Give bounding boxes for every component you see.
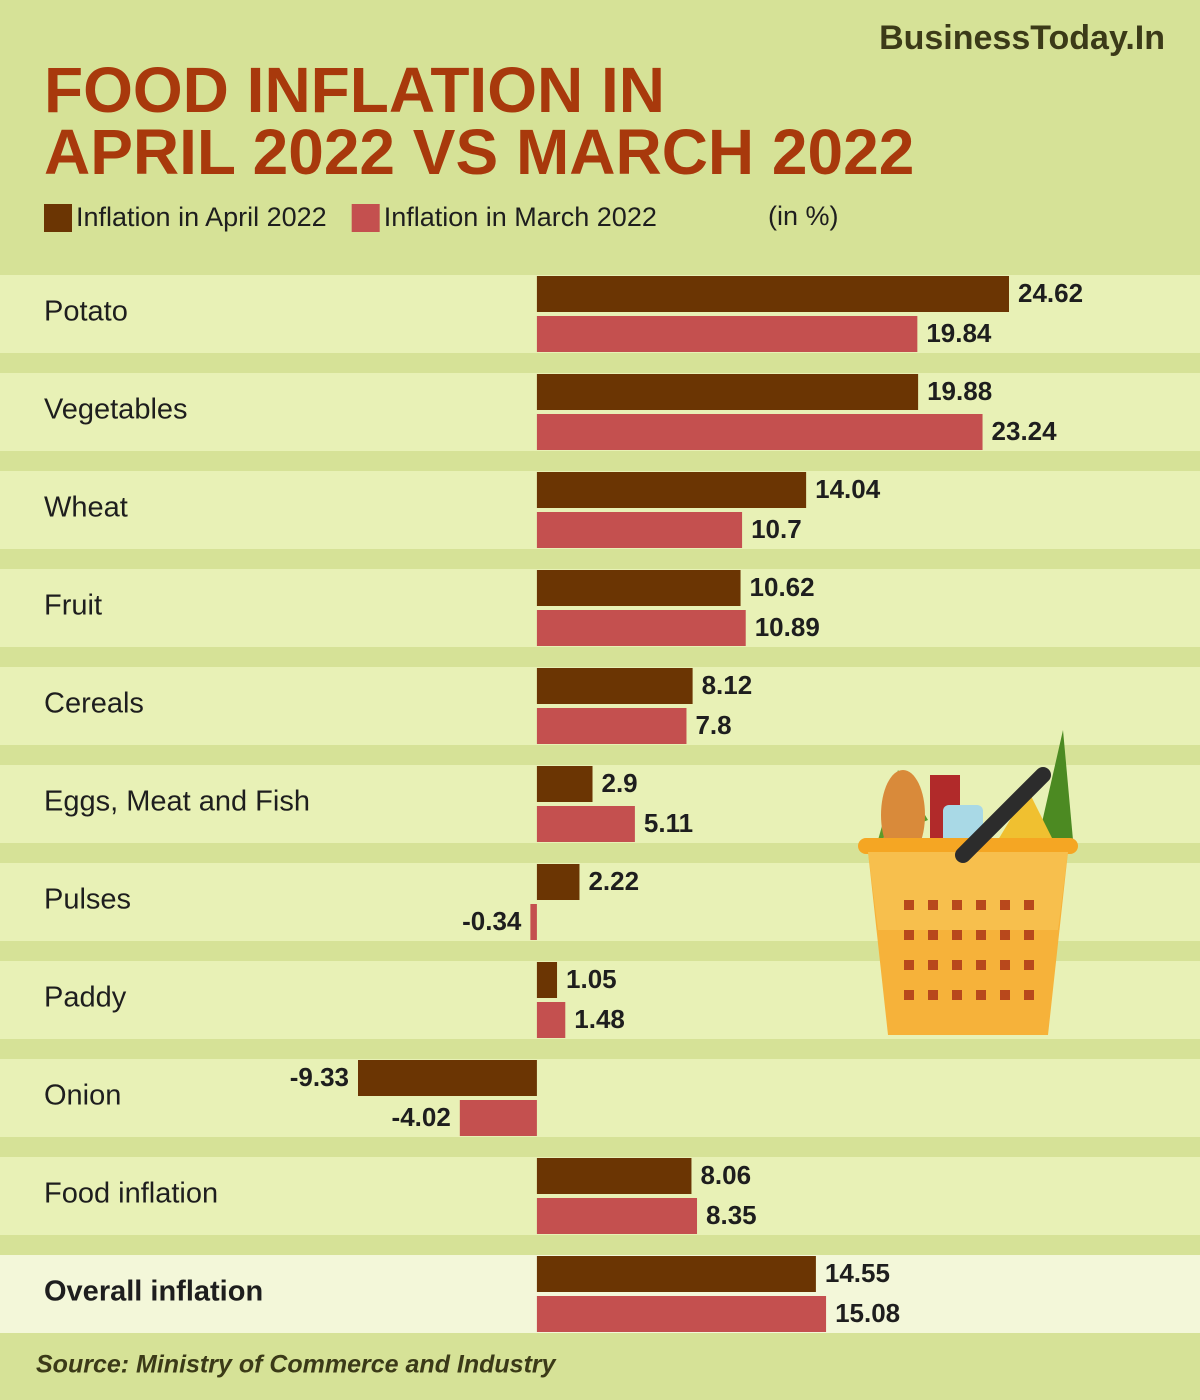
value-label: 10.7 bbox=[751, 514, 802, 544]
bar bbox=[536, 1296, 827, 1332]
category-label: Pulses bbox=[44, 884, 131, 916]
bar bbox=[536, 806, 635, 842]
bar bbox=[536, 766, 593, 802]
value-label: 1.05 bbox=[566, 964, 617, 994]
bar bbox=[536, 668, 693, 704]
value-label: 2.9 bbox=[602, 768, 638, 798]
category-label: Fruit bbox=[44, 590, 102, 622]
bar bbox=[536, 864, 580, 900]
basket-illustration bbox=[858, 730, 1078, 1035]
bar bbox=[536, 472, 807, 508]
category-label: Overall inflation bbox=[44, 1276, 263, 1308]
brand: BusinessToday.In bbox=[879, 19, 1165, 57]
legend-label: Inflation in March 2022 bbox=[384, 202, 657, 232]
bar bbox=[536, 1256, 816, 1292]
value-label: 5.11 bbox=[644, 808, 693, 838]
bar bbox=[536, 962, 558, 998]
value-label: -9.33 bbox=[290, 1062, 349, 1092]
source: Source: Ministry of Commerce and Industr… bbox=[36, 1351, 557, 1379]
legend-swatch bbox=[44, 204, 72, 232]
value-label: 23.24 bbox=[992, 416, 1058, 446]
row-band bbox=[0, 1059, 1200, 1137]
value-label: 8.35 bbox=[706, 1200, 757, 1230]
bar bbox=[358, 1060, 537, 1096]
chart-title: APRIL 2022 VS MARCH 2022 bbox=[44, 116, 914, 188]
value-label: 8.06 bbox=[700, 1160, 751, 1190]
value-label: 24.62 bbox=[1018, 278, 1083, 308]
legend-swatch bbox=[351, 204, 380, 232]
bar bbox=[536, 374, 919, 410]
category-label: Eggs, Meat and Fish bbox=[44, 786, 310, 818]
bar bbox=[536, 316, 918, 352]
bar bbox=[536, 414, 983, 450]
bar bbox=[536, 276, 1009, 312]
bar bbox=[536, 708, 687, 744]
value-label: 14.55 bbox=[825, 1258, 890, 1288]
value-label: 19.84 bbox=[926, 318, 992, 348]
category-label: Potato bbox=[44, 296, 128, 328]
bar bbox=[536, 512, 743, 548]
category-label: Onion bbox=[44, 1080, 121, 1112]
value-label: -0.34 bbox=[462, 906, 522, 936]
value-label: 15.08 bbox=[835, 1298, 900, 1328]
category-label: Cereals bbox=[44, 688, 144, 720]
value-label: -4.02 bbox=[392, 1102, 451, 1132]
value-label: 10.89 bbox=[755, 612, 820, 642]
value-label: 1.48 bbox=[574, 1004, 625, 1034]
chart-title: FOOD INFLATION IN bbox=[44, 54, 665, 126]
category-label: Paddy bbox=[44, 982, 127, 1014]
bar bbox=[530, 904, 537, 940]
value-label: 19.88 bbox=[927, 376, 992, 406]
category-label: Vegetables bbox=[44, 394, 188, 426]
value-label: 10.62 bbox=[750, 572, 815, 602]
value-label: 8.12 bbox=[702, 670, 753, 700]
value-label: 14.04 bbox=[815, 474, 881, 504]
value-label: 7.8 bbox=[695, 710, 731, 740]
bar bbox=[536, 610, 746, 646]
bar bbox=[536, 1158, 692, 1194]
bar bbox=[536, 570, 741, 606]
category-label: Food inflation bbox=[44, 1178, 218, 1210]
unit-note: (in %) bbox=[768, 201, 839, 231]
value-label: 2.22 bbox=[588, 866, 639, 896]
bar bbox=[536, 1198, 698, 1234]
legend-label: Inflation in April 2022 bbox=[76, 202, 327, 232]
bar bbox=[536, 1002, 566, 1038]
category-label: Wheat bbox=[44, 492, 128, 524]
bar bbox=[459, 1100, 537, 1136]
